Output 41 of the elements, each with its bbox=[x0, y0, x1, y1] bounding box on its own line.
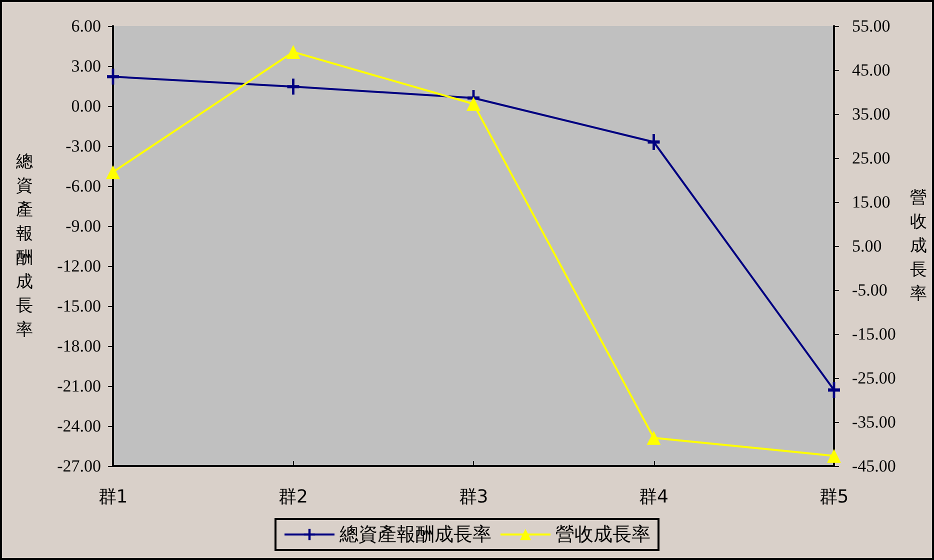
y-tick-label: -15.00 bbox=[57, 296, 101, 316]
point bbox=[106, 165, 120, 180]
y-tick-label: -12.00 bbox=[57, 256, 101, 276]
y-tick-label: -24.00 bbox=[57, 416, 101, 436]
point bbox=[286, 44, 300, 59]
point bbox=[466, 96, 480, 111]
y2-tick-label: 15.00 bbox=[852, 192, 890, 212]
y2-tick-label: 5.00 bbox=[852, 236, 882, 256]
y2-tick-label: 55.00 bbox=[852, 16, 890, 36]
x-tick-label: 群5 bbox=[819, 486, 849, 508]
point bbox=[107, 68, 119, 85]
x-tick-label: 群3 bbox=[458, 486, 488, 508]
y2-axis-title: 營收成長率 bbox=[910, 188, 927, 304]
y-axis-title: 總資產報酬成長率 bbox=[15, 152, 33, 340]
x-tick-label: 群1 bbox=[98, 486, 128, 508]
y-tick-label: -21.00 bbox=[57, 376, 101, 396]
y-tick-label: -27.00 bbox=[57, 456, 101, 476]
point bbox=[287, 78, 300, 95]
x-tick-label: 群4 bbox=[639, 486, 668, 508]
y-tick-label: 3.00 bbox=[71, 56, 101, 76]
point bbox=[646, 430, 661, 445]
y-tick-label: -18.00 bbox=[57, 336, 101, 356]
y-tick-label: -6.00 bbox=[66, 176, 101, 196]
y-tick-label: -3.00 bbox=[66, 136, 101, 156]
y2-tick-label: 25.00 bbox=[852, 148, 890, 168]
y2-tick-label: -5.00 bbox=[852, 280, 888, 300]
y-tick-label: 6.00 bbox=[71, 16, 101, 36]
legend-label: 總資產報酬成長率 bbox=[338, 524, 492, 546]
y2-tick-label: -35.00 bbox=[852, 412, 896, 432]
point bbox=[827, 448, 841, 463]
point bbox=[648, 134, 660, 150]
legend-label: 營收成長率 bbox=[556, 524, 650, 546]
y2-tick-label: -25.00 bbox=[852, 368, 896, 388]
y-tick-label: -9.00 bbox=[66, 216, 101, 236]
x-tick-label: 群2 bbox=[278, 486, 308, 508]
y-tick-label: 0.00 bbox=[71, 96, 101, 116]
y2-tick-label: -15.00 bbox=[852, 324, 896, 344]
y2-tick-label: 35.00 bbox=[852, 104, 890, 124]
y2-tick-label: 45.00 bbox=[852, 60, 890, 80]
y2-tick-label: -45.00 bbox=[852, 456, 896, 476]
point bbox=[828, 382, 840, 398]
